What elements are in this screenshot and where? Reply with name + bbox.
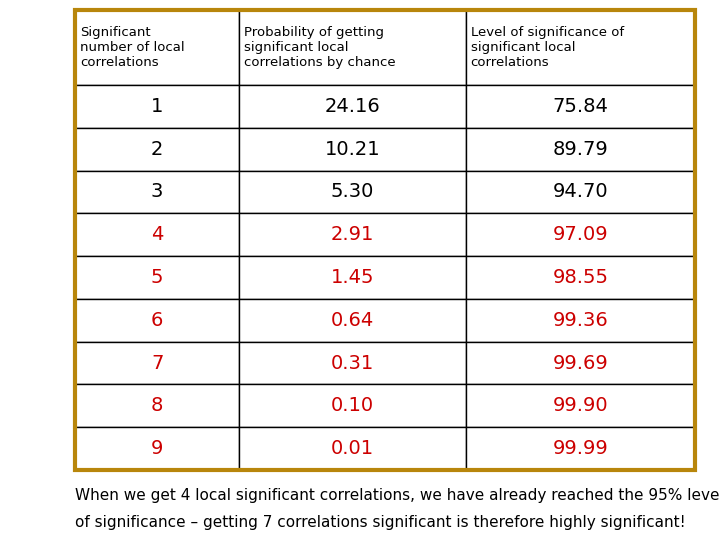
Bar [466, 427, 695, 470]
Text: 2.91: 2.91 [330, 225, 374, 244]
Text: of significance – getting 7 correlations significant is therefore highly signifi: of significance – getting 7 correlations… [75, 515, 685, 530]
Bar [75, 384, 239, 427]
Text: 5.30: 5.30 [330, 183, 374, 201]
Bar [466, 171, 695, 213]
Bar [239, 171, 466, 213]
Bar [75, 128, 239, 171]
Bar [239, 427, 466, 470]
Bar [239, 128, 466, 171]
Bar [75, 85, 239, 128]
Text: Probability of getting
significant local
correlations by chance: Probability of getting significant local… [244, 26, 396, 69]
Bar [466, 10, 695, 85]
Text: 2: 2 [151, 140, 163, 159]
Text: 8: 8 [151, 396, 163, 415]
Text: 99.90: 99.90 [552, 396, 608, 415]
Text: Level of significance of
significant local
correlations: Level of significance of significant loc… [471, 26, 624, 69]
Bar [75, 299, 239, 342]
Bar [466, 342, 695, 384]
Text: 0.01: 0.01 [331, 439, 374, 458]
Bar [466, 85, 695, 128]
Text: 10.21: 10.21 [325, 140, 380, 159]
Text: 97.09: 97.09 [552, 225, 608, 244]
Bar [239, 342, 466, 384]
Bar [239, 213, 466, 256]
Text: When we get 4 local significant correlations, we have already reached the 95% le: When we get 4 local significant correlat… [75, 488, 720, 503]
Bar [75, 342, 239, 384]
Bar [75, 427, 239, 470]
Bar [239, 299, 466, 342]
Bar [75, 10, 239, 85]
Bar [466, 384, 695, 427]
Text: 0.31: 0.31 [330, 354, 374, 373]
Bar [466, 213, 695, 256]
Text: 89.79: 89.79 [552, 140, 608, 159]
Bar [75, 213, 239, 256]
Bar [466, 128, 695, 171]
Text: 7: 7 [151, 354, 163, 373]
Text: 4: 4 [151, 225, 163, 244]
Text: 3: 3 [151, 183, 163, 201]
Text: 9: 9 [151, 439, 163, 458]
Bar [239, 85, 466, 128]
Bar [466, 256, 695, 299]
Text: 1: 1 [151, 97, 163, 116]
Bar [466, 299, 695, 342]
Text: 0.64: 0.64 [330, 311, 374, 330]
Bar [239, 384, 466, 427]
Bar [239, 256, 466, 299]
Text: 1.45: 1.45 [330, 268, 374, 287]
Text: 5: 5 [151, 268, 163, 287]
Bar [239, 10, 466, 85]
Text: 98.55: 98.55 [552, 268, 608, 287]
Text: 0.10: 0.10 [331, 396, 374, 415]
Text: 6: 6 [151, 311, 163, 330]
Text: Significant
number of local
correlations: Significant number of local correlations [80, 26, 184, 69]
Bar [75, 171, 239, 213]
Text: 99.36: 99.36 [552, 311, 608, 330]
Bar [75, 10, 695, 470]
Text: 24.16: 24.16 [325, 97, 380, 116]
Text: 99.69: 99.69 [552, 354, 608, 373]
Text: 99.99: 99.99 [552, 439, 608, 458]
Text: 94.70: 94.70 [552, 183, 608, 201]
Text: 75.84: 75.84 [552, 97, 608, 116]
Bar [75, 256, 239, 299]
